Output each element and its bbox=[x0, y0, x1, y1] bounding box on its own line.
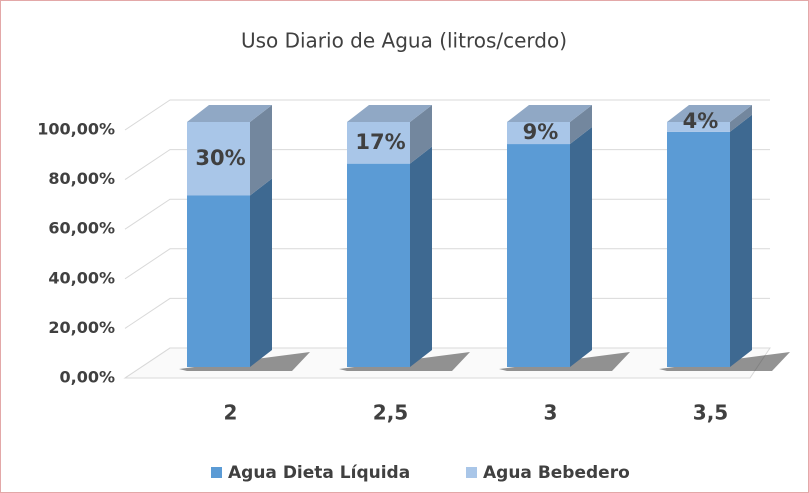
bar-top bbox=[347, 105, 432, 122]
bar-segment bbox=[347, 122, 410, 164]
legend-label: Agua Bebedero bbox=[483, 463, 630, 483]
legend-label: Agua Dieta Líquida bbox=[228, 463, 410, 483]
chart-title: Uso Diario de Agua (litros/cerdo) bbox=[241, 29, 567, 53]
y-tick-label: 100,00% bbox=[37, 120, 115, 139]
legend-swatch bbox=[466, 467, 477, 478]
y-tick-label: 0,00% bbox=[59, 368, 115, 387]
y-tick-label: 40,00% bbox=[48, 268, 115, 287]
bar-segment bbox=[667, 122, 730, 132]
bar-side bbox=[730, 114, 752, 367]
bar-side bbox=[410, 105, 432, 164]
x-tick-label: 3,5 bbox=[693, 401, 728, 425]
bar-side bbox=[410, 146, 432, 367]
legend-swatch bbox=[211, 467, 222, 478]
bar-side bbox=[730, 105, 752, 132]
grid-line bbox=[124, 99, 770, 131]
bar-side bbox=[250, 105, 272, 196]
x-tick-label: 2,5 bbox=[373, 401, 408, 425]
bar-segment bbox=[187, 195, 250, 367]
bar-side bbox=[570, 127, 592, 367]
y-tick-label: 20,00% bbox=[48, 318, 115, 337]
bar-top bbox=[667, 105, 752, 122]
bar-segment bbox=[347, 163, 410, 367]
bar-segment bbox=[187, 122, 250, 196]
bar-top bbox=[507, 105, 592, 122]
y-tick-label: 80,00% bbox=[48, 169, 115, 188]
bar-side bbox=[570, 105, 592, 145]
bar-segment bbox=[667, 131, 730, 367]
data-label: 17% bbox=[355, 130, 405, 154]
bar-top bbox=[187, 105, 272, 122]
data-label: 9% bbox=[523, 120, 559, 144]
bar-segment bbox=[507, 122, 570, 145]
x-tick-label: 3 bbox=[544, 401, 558, 425]
y-tick-label: 60,00% bbox=[48, 219, 115, 238]
bar-side bbox=[250, 178, 272, 367]
data-label: 4% bbox=[683, 109, 719, 133]
bar-segment bbox=[507, 144, 570, 367]
x-tick-label: 2 bbox=[224, 401, 238, 425]
data-label: 30% bbox=[195, 146, 245, 170]
